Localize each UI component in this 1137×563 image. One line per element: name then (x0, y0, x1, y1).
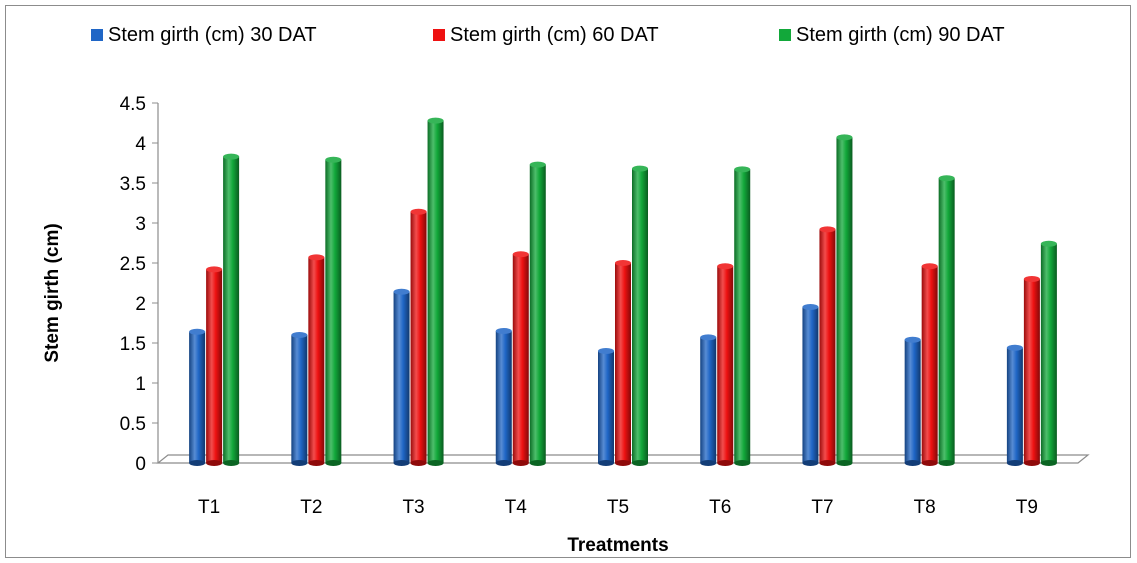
x-tick-label: T2 (300, 497, 322, 518)
bar-t8-series-2 (921, 263, 938, 466)
y-tick-label: 0 (135, 454, 146, 475)
bar-t5-series-3 (632, 165, 648, 466)
bar-t6-series-2 (717, 263, 734, 466)
bar-t8-series-3 (938, 175, 955, 466)
bar-t6-series-3 (734, 166, 751, 466)
y-tick-label: 0.5 (120, 414, 146, 435)
y-tick-label: 4.5 (120, 94, 146, 115)
bar-t7-series-1 (802, 304, 819, 466)
y-tick-label: 1.5 (120, 334, 146, 355)
bar-t4-series-1 (495, 328, 512, 466)
bar-t9-series-2 (1023, 276, 1040, 466)
chart-frame: Stem girth (cm) 30 DAT Stem girth (cm) 60… (5, 5, 1131, 558)
bar-t5-series-1 (598, 348, 614, 466)
bar-t2-series-1 (291, 332, 308, 466)
y-axis-title: Stem girth (cm) (42, 223, 63, 362)
x-tick-label: T9 (1016, 497, 1038, 518)
bar-t9-series-1 (1006, 344, 1023, 466)
x-tick-label: T3 (402, 497, 424, 518)
bar-t3-series-3 (427, 117, 444, 466)
x-tick-label: T8 (914, 497, 936, 518)
legend-item-1: Stem girth (cm) 30 DAT (91, 24, 317, 46)
legend: Stem girth (cm) 30 DAT Stem girth (cm) 60… (91, 24, 1005, 46)
bar-t1-series-3 (223, 153, 240, 466)
bar-t7-series-3 (836, 134, 853, 466)
stem-girth-chart: Stem girth (cm) 30 DAT Stem girth (cm) 60… (42, 24, 1090, 556)
x-tick-label: T5 (607, 497, 629, 518)
legend-swatch (91, 29, 103, 41)
tick-labels: 0 0.5 1 1.5 2 2.5 3 3.5 4 4.5 T1 T2 T3 T4 T5 T6 T7 T8 T9 (120, 94, 1038, 518)
legend-swatch (433, 29, 445, 41)
bar-t2-series-3 (325, 156, 342, 466)
legend-swatch (779, 29, 791, 41)
bar-t1-series-2 (206, 266, 223, 466)
x-tick-label: T4 (505, 497, 528, 518)
x-axis-title: Treatments (567, 535, 668, 556)
bar-t7-series-2 (819, 226, 836, 466)
x-tick-label: T7 (811, 497, 833, 518)
legend-label: Stem girth (cm) 90 DAT (796, 24, 1005, 46)
bar-t3-series-2 (410, 208, 427, 466)
legend-label: Stem girth (cm) 60 DAT (450, 24, 659, 46)
y-tick-label: 3.5 (120, 174, 146, 195)
bars (189, 117, 1057, 466)
bar-t1-series-1 (189, 328, 206, 466)
y-tick-label: 4 (135, 134, 146, 155)
x-tick-label: T6 (709, 497, 731, 518)
x-tick-label: T1 (198, 497, 220, 518)
bar-t5-series-2 (615, 260, 631, 466)
legend-label: Stem girth (cm) 30 DAT (108, 24, 317, 46)
y-tick-label: 3 (135, 214, 146, 235)
bar-t2-series-2 (308, 254, 325, 466)
bar-t6-series-1 (700, 334, 717, 466)
bar-t3-series-1 (393, 288, 410, 466)
legend-item-3: Stem girth (cm) 90 DAT (779, 24, 1005, 46)
y-tick-label: 1 (135, 374, 146, 395)
bar-t4-series-2 (512, 251, 529, 466)
bar-t4-series-3 (529, 161, 546, 466)
y-tick-label: 2.5 (120, 254, 146, 275)
bar-t9-series-3 (1040, 240, 1057, 466)
bar-t8-series-1 (904, 336, 921, 466)
legend-item-2: Stem girth (cm) 60 DAT (433, 24, 659, 46)
y-tick-label: 2 (135, 294, 146, 315)
